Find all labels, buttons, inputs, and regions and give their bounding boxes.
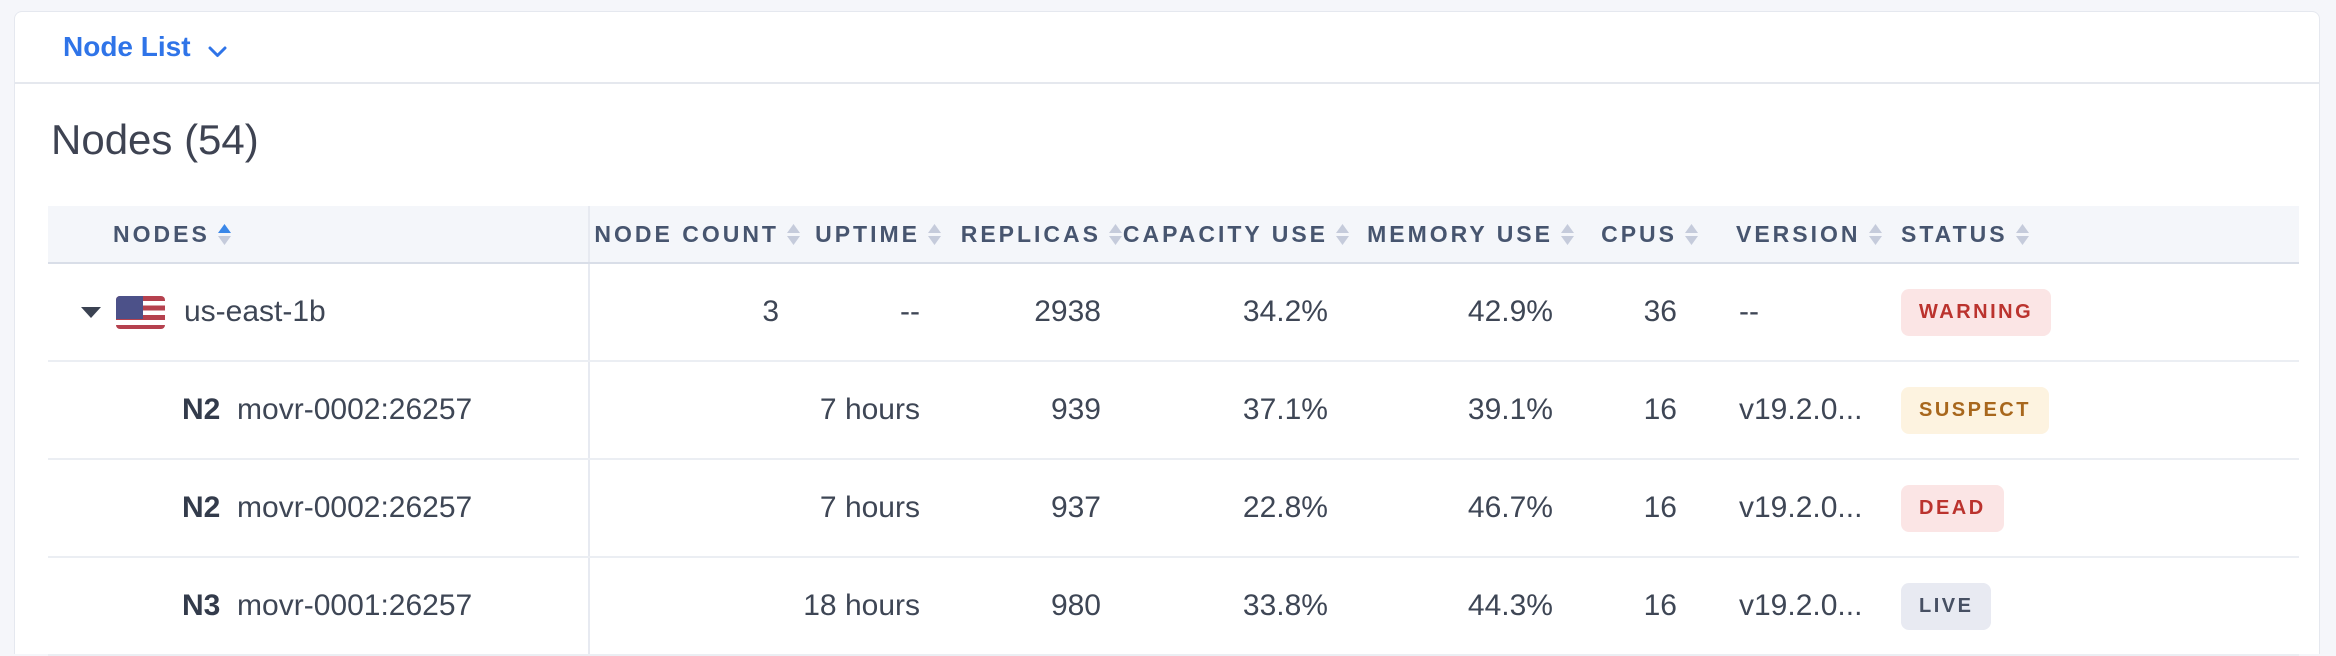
cell-capacity-use: 37.1% xyxy=(1101,361,1328,460)
table-row-region[interactable]: us-east-1b 3 -- 2938 34.2% 42.9% 36 -- W… xyxy=(48,263,2299,362)
cell-cpus: 16 xyxy=(1553,557,1677,656)
cell-status: WARNING xyxy=(1900,263,2299,362)
sort-icon xyxy=(1561,223,1574,245)
cell-node-count xyxy=(588,557,779,656)
cell-node-count: 3 xyxy=(588,263,779,362)
view-selector-label: Node List xyxy=(63,31,191,62)
cell-memory-use: 46.7% xyxy=(1328,459,1553,558)
table-row-node[interactable]: N3 movr-0001:26257 18 hours 980 33.8% 44… xyxy=(48,557,2299,656)
cell-version: -- xyxy=(1677,263,1900,362)
node-address: movr-0002:26257 xyxy=(237,491,473,524)
column-label: STATUS xyxy=(1901,220,2008,247)
cell-memory-use: 39.1% xyxy=(1328,361,1553,460)
sort-icon xyxy=(1685,223,1698,245)
node-link[interactable]: N2 movr-0002:26257 xyxy=(48,491,588,525)
cell-version: v19.2.0... xyxy=(1677,459,1900,558)
content-card: Node List Nodes (54) NODES xyxy=(14,11,2320,656)
column-header-uptime[interactable]: UPTIME xyxy=(779,206,941,264)
cell-capacity-use: 34.2% xyxy=(1101,263,1328,362)
cell-memory-use: 42.9% xyxy=(1328,263,1553,362)
sort-icon xyxy=(1336,223,1349,245)
status-badge: WARNING xyxy=(1901,288,2052,336)
node-address: movr-0002:26257 xyxy=(237,393,473,426)
status-badge: SUSPECT xyxy=(1901,386,2049,434)
column-label: MEMORY USE xyxy=(1367,220,1553,247)
sort-icon xyxy=(787,223,800,245)
sort-icon xyxy=(928,223,941,245)
node-id: N3 xyxy=(182,589,221,622)
cell-status: SUSPECT xyxy=(1900,361,2299,460)
cell-version: v19.2.0... xyxy=(1677,557,1900,656)
column-header-replicas[interactable]: REPLICAS xyxy=(920,206,1122,264)
column-label: REPLICAS xyxy=(960,220,1101,247)
column-label: NODES xyxy=(113,220,210,247)
node-id: N2 xyxy=(182,393,221,426)
cell-replicas: 939 xyxy=(920,361,1101,460)
nodes-table-wrap: NODES NODE COUNT xyxy=(48,206,2319,656)
cell-replicas: 2938 xyxy=(920,263,1101,362)
status-badge: DEAD xyxy=(1901,484,2004,532)
chevron-down-icon xyxy=(208,33,227,65)
column-header-memory-use[interactable]: MEMORY USE xyxy=(1328,206,1574,264)
table-header-row: NODES NODE COUNT xyxy=(48,206,2299,264)
cell-capacity-use: 33.8% xyxy=(1101,557,1328,656)
sort-icon xyxy=(2015,223,2029,245)
sort-icon xyxy=(1868,223,1882,245)
cell-node-count xyxy=(588,459,779,558)
topbar: Node List xyxy=(15,12,2319,84)
sort-icon xyxy=(1109,223,1122,245)
cell-cpus: 36 xyxy=(1553,263,1677,362)
cell-cpus: 16 xyxy=(1553,361,1677,460)
cell-replicas: 937 xyxy=(920,459,1101,558)
column-label: NODE COUNT xyxy=(594,220,779,247)
nodes-table: NODES NODE COUNT xyxy=(48,206,2299,656)
column-label: CPUS xyxy=(1601,220,1677,247)
cell-status: DEAD xyxy=(1900,459,2299,558)
cell-status: LIVE xyxy=(1900,557,2299,656)
us-flag-icon xyxy=(116,295,165,329)
column-header-node-count[interactable]: NODE COUNT xyxy=(588,206,800,264)
node-link[interactable]: N3 movr-0001:26257 xyxy=(48,589,588,623)
cell-node-count xyxy=(588,361,779,460)
cell-replicas: 980 xyxy=(920,557,1101,656)
view-selector-dropdown[interactable]: Node List xyxy=(63,30,227,65)
node-link[interactable]: N2 movr-0002:26257 xyxy=(48,393,588,427)
page-title: Nodes (54) xyxy=(51,116,259,163)
cell-capacity-use: 22.8% xyxy=(1101,459,1328,558)
region-name: us-east-1b xyxy=(184,295,326,328)
column-header-status[interactable]: STATUS xyxy=(1900,206,2299,264)
cell-uptime: 7 hours xyxy=(779,361,920,460)
column-header-cpus[interactable]: CPUS xyxy=(1553,206,1698,264)
cell-cpus: 16 xyxy=(1553,459,1677,558)
sort-icon-active-asc xyxy=(217,223,231,245)
column-label: VERSION xyxy=(1736,220,1861,247)
node-address: movr-0001:26257 xyxy=(237,589,473,622)
column-header-version[interactable]: VERSION xyxy=(1677,206,1900,264)
column-header-capacity-use[interactable]: CAPACITY USE xyxy=(1101,206,1349,264)
column-label: UPTIME xyxy=(815,220,920,247)
cell-uptime: -- xyxy=(779,263,920,362)
node-id: N2 xyxy=(182,491,221,524)
cell-memory-use: 44.3% xyxy=(1328,557,1553,656)
collapse-caret-icon[interactable] xyxy=(81,306,101,318)
column-label: CAPACITY USE xyxy=(1122,220,1328,247)
table-row-node[interactable]: N2 movr-0002:26257 7 hours 937 22.8% 46.… xyxy=(48,459,2299,558)
status-badge: LIVE xyxy=(1901,582,1992,630)
column-header-nodes[interactable]: NODES xyxy=(48,206,589,264)
cell-uptime: 18 hours xyxy=(779,557,920,656)
table-row-node[interactable]: N2 movr-0002:26257 7 hours 939 37.1% 39.… xyxy=(48,361,2299,460)
cell-uptime: 7 hours xyxy=(779,459,920,558)
cell-version: v19.2.0... xyxy=(1677,361,1900,460)
